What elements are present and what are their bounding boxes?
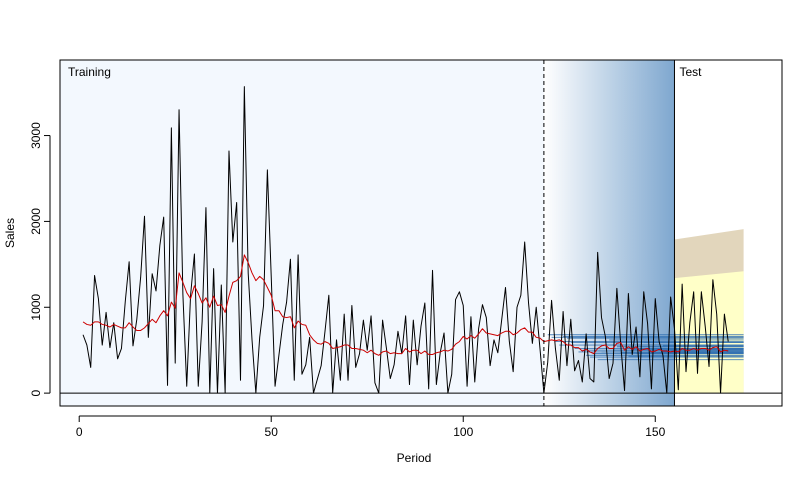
training-region-label: Training [68, 65, 111, 79]
fitted-values-line [82, 254, 729, 356]
series-lines [82, 86, 729, 394]
plot-frame [59, 59, 783, 407]
axes: 0 50 100 150 0 1000 2000 3000 [29, 122, 666, 439]
actual-sales-line [82, 86, 729, 394]
training-region-background [60, 60, 544, 406]
holdout-region-background [543, 60, 675, 406]
y-tick-label: 3000 [29, 122, 43, 149]
test-prediction-intervals [674, 229, 744, 394]
x-tick-label: 100 [453, 425, 473, 439]
x-tick-label: 150 [645, 425, 665, 439]
region-backgrounds [60, 60, 675, 406]
inner-interval-band [674, 271, 744, 394]
reference-lines [60, 60, 782, 406]
origin-forecast-lines [547, 334, 744, 361]
x-axis-title: Period [397, 451, 432, 465]
y-tick-label: 2000 [29, 208, 43, 235]
y-tick-label: 0 [29, 389, 43, 396]
y-tick-label: 1000 [29, 294, 43, 321]
test-region-label: Test [679, 65, 702, 79]
x-tick-label: 50 [265, 425, 279, 439]
y-axis-title: Sales [3, 218, 17, 248]
x-tick-label: 0 [76, 425, 83, 439]
